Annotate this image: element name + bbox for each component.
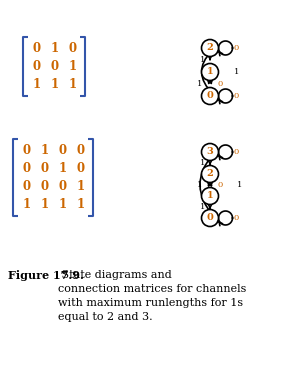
Text: 0: 0 <box>234 148 239 156</box>
Text: 0: 0 <box>59 181 67 194</box>
Text: 1: 1 <box>69 78 77 91</box>
Text: 1: 1 <box>69 61 77 74</box>
Text: 1: 1 <box>234 68 239 76</box>
Text: 1: 1 <box>200 159 205 167</box>
Text: Figure 17.9.: Figure 17.9. <box>8 270 84 281</box>
Text: 0: 0 <box>77 145 85 158</box>
Text: 0: 0 <box>59 145 67 158</box>
Text: 1: 1 <box>236 181 242 189</box>
Text: 1: 1 <box>41 145 49 158</box>
Circle shape <box>201 209 218 226</box>
Text: 0: 0 <box>51 61 59 74</box>
Text: 0: 0 <box>234 214 239 222</box>
Text: 0: 0 <box>217 181 222 189</box>
Text: 0: 0 <box>23 145 31 158</box>
Text: 1: 1 <box>41 198 49 212</box>
Circle shape <box>201 144 218 161</box>
Circle shape <box>201 188 218 205</box>
Text: 1: 1 <box>33 78 41 91</box>
Text: 0: 0 <box>33 61 41 74</box>
Text: 1: 1 <box>200 56 205 64</box>
Circle shape <box>201 87 218 104</box>
Text: 0: 0 <box>207 213 214 222</box>
Text: 1: 1 <box>200 203 205 211</box>
Text: 0: 0 <box>41 162 49 175</box>
Text: 0: 0 <box>77 162 85 175</box>
Text: 2: 2 <box>207 169 213 178</box>
Text: 0: 0 <box>41 181 49 194</box>
Text: 3: 3 <box>207 148 213 157</box>
Text: 1: 1 <box>197 80 202 88</box>
Text: 0: 0 <box>207 91 214 101</box>
Text: 1: 1 <box>197 181 202 189</box>
Circle shape <box>201 165 218 182</box>
Circle shape <box>201 64 218 81</box>
Text: 1: 1 <box>77 198 85 212</box>
Text: State diagrams and
connection matrices for channels
with maximum runlengths for : State diagrams and connection matrices f… <box>58 270 247 322</box>
Text: 0: 0 <box>23 181 31 194</box>
Text: 1: 1 <box>207 67 213 77</box>
Text: 1: 1 <box>23 198 31 212</box>
Text: 2: 2 <box>207 44 213 53</box>
Text: 1: 1 <box>207 192 213 201</box>
Text: 0: 0 <box>23 162 31 175</box>
Text: 0: 0 <box>234 44 239 52</box>
Text: 0: 0 <box>33 43 41 56</box>
Text: 1: 1 <box>51 78 59 91</box>
Text: 1: 1 <box>59 198 67 212</box>
Text: 0: 0 <box>69 43 77 56</box>
Text: 1: 1 <box>59 162 67 175</box>
Text: 1: 1 <box>77 181 85 194</box>
Text: 1: 1 <box>51 43 59 56</box>
Circle shape <box>201 40 218 57</box>
Text: 0: 0 <box>217 80 222 88</box>
Text: 0: 0 <box>234 92 239 100</box>
